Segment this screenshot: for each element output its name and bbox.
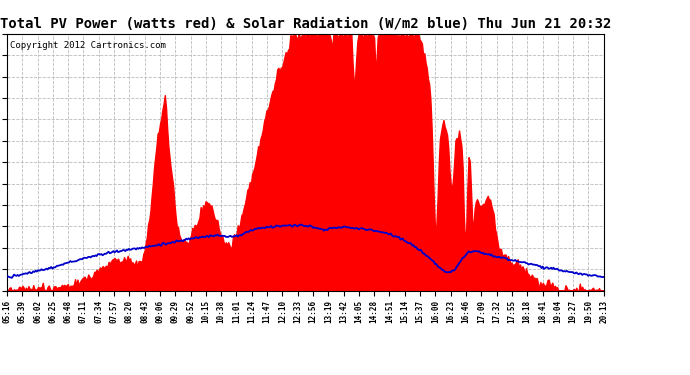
Title: Total PV Power (watts red) & Solar Radiation (W/m2 blue) Thu Jun 21 20:32: Total PV Power (watts red) & Solar Radia… [0,17,611,31]
Text: Copyright 2012 Cartronics.com: Copyright 2012 Cartronics.com [10,42,166,51]
